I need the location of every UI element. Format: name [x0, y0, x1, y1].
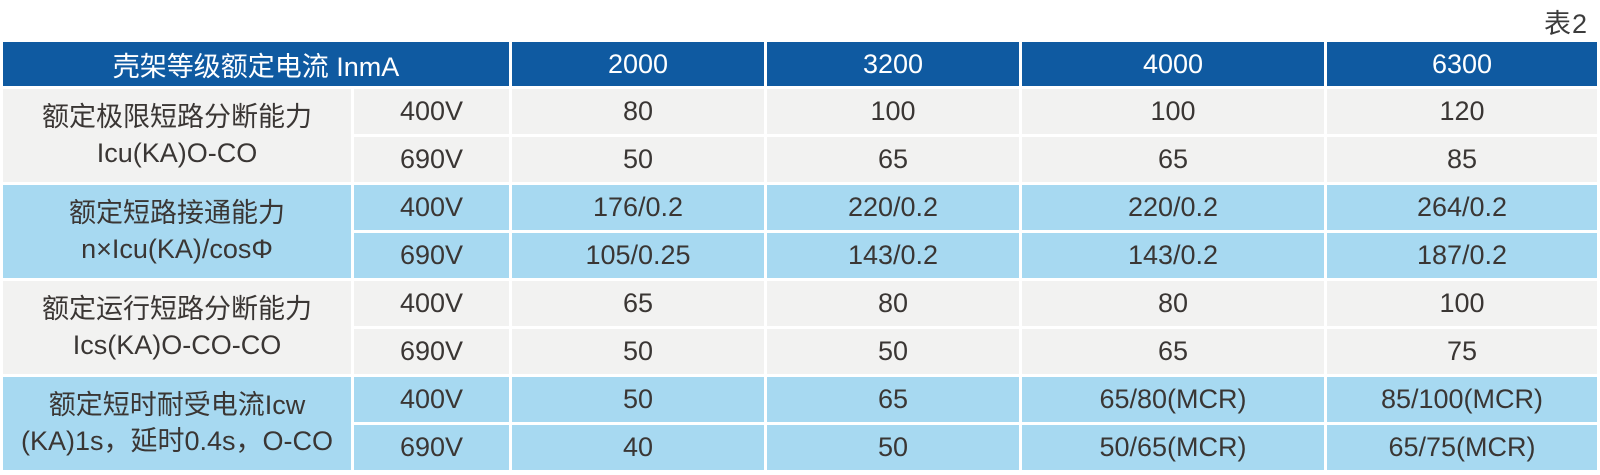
value-cell: 85/100(MCR) [1327, 377, 1597, 422]
table-header: 壳架等级额定电流 InmA 2000 3200 4000 6300 [3, 42, 1597, 86]
value-cell: 50/65(MCR) [1022, 425, 1324, 470]
spec-row: 额定短时耐受电流Icw (KA)1s，延时0.4s，O-CO 400V 50 65 65/… [3, 377, 1597, 470]
spec-row: 690V 40 50 50/65(MCR) 65/75(MCR) [3, 425, 1597, 470]
value-cell: 65 [1022, 329, 1324, 374]
voltage-cell: 690V [354, 233, 509, 278]
value-cell: 65 [767, 137, 1019, 182]
voltage-cell: 400V [354, 281, 509, 326]
value-cell: 143/0.2 [1022, 233, 1324, 278]
voltage-cell: 400V [354, 185, 509, 230]
value-cell: 100 [767, 89, 1019, 134]
value-cell: 264/0.2 [1327, 185, 1597, 230]
row-group-label-line: 额定极限短路分断能力 [42, 102, 312, 133]
row-group-label-line: Ics(KA)O-CO-CO [72, 329, 282, 360]
value-cell: 50 [512, 137, 764, 182]
rating-column-header: 3200 [767, 42, 1019, 86]
spec-row: 额定运行短路分断能力 Ics(KA)O-CO-CO 400V 65 80 80 100 [3, 281, 1597, 374]
voltage-cell: 690V [354, 329, 509, 374]
value-cell: 100 [1022, 89, 1324, 134]
value-cell: 50 [767, 329, 1019, 374]
spec-row: 690V 50 50 65 75 [3, 329, 1597, 374]
value-cell: 80 [767, 281, 1019, 326]
rating-column-header: 2000 [512, 42, 764, 86]
value-cell: 120 [1327, 89, 1597, 134]
header-row: 壳架等级额定电流 InmA 2000 3200 4000 6300 [3, 42, 1597, 86]
value-cell: 50 [767, 425, 1019, 470]
value-cell: 65/80(MCR) [1022, 377, 1324, 422]
value-cell: 40 [512, 425, 764, 470]
value-cell: 220/0.2 [767, 185, 1019, 230]
row-group-label-line: 额定短时耐受电流Icw [48, 390, 306, 421]
row-group-label: 额定运行短路分断能力 Ics(KA)O-CO-CO [3, 281, 351, 374]
value-cell: 65 [1022, 137, 1324, 182]
value-cell: 176/0.2 [512, 185, 764, 230]
table-body: 额定极限短路分断能力 Icu(KA)O-CO 400V 80 100 100 120 690V… [3, 89, 1597, 470]
spec-row: 690V 50 65 65 85 [3, 137, 1597, 182]
value-cell: 50 [512, 377, 764, 422]
row-group-label-line: 额定运行短路分断能力 [42, 294, 312, 325]
value-cell: 65/75(MCR) [1327, 425, 1597, 470]
row-group-label-line: Icu(KA)O-CO [96, 137, 258, 168]
value-cell: 100 [1327, 281, 1597, 326]
rating-column-header: 4000 [1022, 42, 1324, 86]
voltage-cell: 690V [354, 425, 509, 470]
row-group-label-line: (KA)1s，延时0.4s，O-CO [20, 425, 334, 456]
spec-row: 额定短路接通能力 n×Icu(KA)/cosΦ 400V 176/0.2 220/0.2… [3, 185, 1597, 278]
voltage-cell: 400V [354, 89, 509, 134]
row-group-label-line: n×Icu(KA)/cosΦ [81, 233, 273, 264]
rating-column-header: 6300 [1327, 42, 1597, 86]
voltage-cell: 400V [354, 377, 509, 422]
value-cell: 220/0.2 [1022, 185, 1324, 230]
table-number-label: 表2 [1543, 9, 1588, 39]
row-group-label-line: 额定短路接通能力 [69, 198, 285, 229]
frame-rated-current-header: 壳架等级额定电流 InmA [3, 42, 509, 86]
value-cell: 65 [767, 377, 1019, 422]
value-cell: 143/0.2 [767, 233, 1019, 278]
row-group-label: 额定短路接通能力 n×Icu(KA)/cosΦ [3, 185, 351, 278]
value-cell: 80 [1022, 281, 1324, 326]
value-cell: 50 [512, 329, 764, 374]
spec-row: 额定极限短路分断能力 Icu(KA)O-CO 400V 80 100 100 120 [3, 89, 1597, 182]
value-cell: 80 [512, 89, 764, 134]
value-cell: 85 [1327, 137, 1597, 182]
value-cell: 105/0.25 [512, 233, 764, 278]
row-group-label: 额定短时耐受电流Icw (KA)1s，延时0.4s，O-CO [3, 377, 351, 470]
breaking-capacity-spec-table: 壳架等级额定电流 InmA 2000 3200 4000 6300 额定极限短路分断能… [0, 39, 1600, 473]
voltage-cell: 690V [354, 137, 509, 182]
value-cell: 75 [1327, 329, 1597, 374]
row-group-label: 额定极限短路分断能力 Icu(KA)O-CO [3, 89, 351, 182]
value-cell: 65 [512, 281, 764, 326]
spec-row: 690V 105/0.25 143/0.2 143/0.2 187/0.2 [3, 233, 1597, 278]
value-cell: 187/0.2 [1327, 233, 1597, 278]
